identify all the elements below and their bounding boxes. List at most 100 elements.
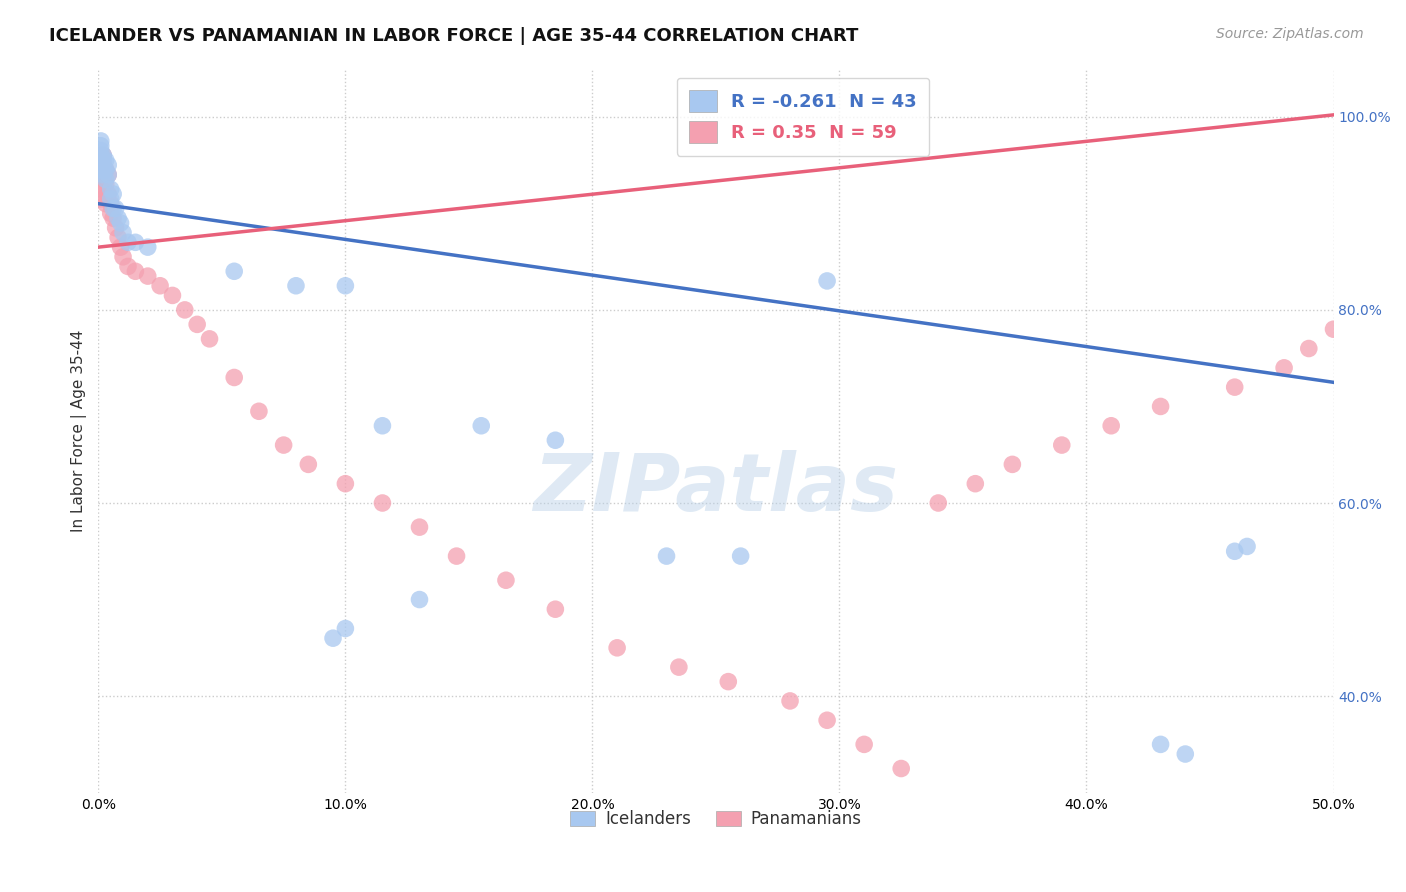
Point bbox=[371, 418, 394, 433]
Point bbox=[668, 660, 690, 674]
Point bbox=[101, 187, 124, 202]
Point bbox=[90, 153, 112, 168]
Point bbox=[90, 158, 112, 172]
Point bbox=[112, 226, 135, 240]
Point bbox=[117, 260, 139, 274]
Point bbox=[1322, 322, 1344, 336]
Point bbox=[1050, 438, 1073, 452]
Point bbox=[198, 332, 221, 346]
Point bbox=[94, 196, 117, 211]
Point bbox=[1174, 747, 1197, 761]
Point bbox=[247, 404, 270, 418]
Point bbox=[297, 458, 319, 472]
Point bbox=[1223, 380, 1246, 394]
Point bbox=[136, 269, 159, 284]
Text: Source: ZipAtlas.com: Source: ZipAtlas.com bbox=[1216, 27, 1364, 41]
Point bbox=[1001, 458, 1024, 472]
Point bbox=[90, 153, 112, 168]
Point bbox=[1272, 360, 1295, 375]
Point bbox=[110, 240, 132, 254]
Point bbox=[890, 762, 912, 776]
Point bbox=[90, 148, 112, 162]
Point bbox=[544, 434, 567, 448]
Point bbox=[90, 148, 112, 162]
Point bbox=[91, 148, 114, 162]
Point bbox=[495, 573, 517, 587]
Point bbox=[965, 476, 987, 491]
Point bbox=[90, 192, 112, 206]
Point bbox=[100, 196, 122, 211]
Point bbox=[90, 144, 112, 158]
Point bbox=[717, 674, 740, 689]
Point bbox=[94, 172, 117, 186]
Point bbox=[224, 264, 246, 278]
Point bbox=[408, 592, 430, 607]
Point bbox=[1298, 342, 1320, 356]
Point bbox=[94, 178, 117, 192]
Point bbox=[91, 187, 114, 202]
Point bbox=[1149, 400, 1171, 414]
Point bbox=[162, 288, 184, 302]
Point bbox=[91, 172, 114, 186]
Point bbox=[815, 713, 838, 727]
Point bbox=[94, 162, 117, 177]
Point bbox=[285, 278, 308, 293]
Point bbox=[779, 694, 801, 708]
Point bbox=[107, 211, 129, 226]
Point bbox=[1149, 738, 1171, 752]
Point bbox=[322, 631, 344, 645]
Point bbox=[97, 168, 120, 182]
Point bbox=[124, 235, 146, 250]
Point bbox=[90, 168, 112, 182]
Point bbox=[101, 211, 124, 226]
Point bbox=[1236, 540, 1258, 554]
Point bbox=[446, 549, 468, 563]
Point bbox=[97, 158, 120, 172]
Point bbox=[470, 418, 492, 433]
Point bbox=[100, 182, 122, 196]
Legend: Icelanders, Panamanians: Icelanders, Panamanians bbox=[564, 804, 869, 835]
Y-axis label: In Labor Force | Age 35-44: In Labor Force | Age 35-44 bbox=[72, 329, 87, 532]
Point bbox=[606, 640, 628, 655]
Point bbox=[90, 162, 112, 177]
Point bbox=[91, 148, 114, 162]
Point bbox=[91, 162, 114, 177]
Point bbox=[149, 278, 172, 293]
Point bbox=[371, 496, 394, 510]
Point bbox=[1099, 418, 1122, 433]
Text: ZIPatlas: ZIPatlas bbox=[533, 450, 898, 527]
Point bbox=[100, 192, 122, 206]
Point bbox=[91, 168, 114, 182]
Point bbox=[815, 274, 838, 288]
Point bbox=[91, 153, 114, 168]
Point bbox=[107, 230, 129, 244]
Point bbox=[101, 202, 124, 216]
Point bbox=[1223, 544, 1246, 558]
Point bbox=[730, 549, 752, 563]
Point bbox=[186, 318, 208, 332]
Point bbox=[110, 216, 132, 230]
Text: ICELANDER VS PANAMANIAN IN LABOR FORCE | AGE 35-44 CORRELATION CHART: ICELANDER VS PANAMANIAN IN LABOR FORCE |… bbox=[49, 27, 859, 45]
Point bbox=[90, 182, 112, 196]
Point bbox=[124, 264, 146, 278]
Point bbox=[173, 302, 195, 317]
Point bbox=[104, 220, 127, 235]
Point bbox=[408, 520, 430, 534]
Point bbox=[94, 162, 117, 177]
Point bbox=[90, 162, 112, 177]
Point bbox=[97, 187, 120, 202]
Point bbox=[1334, 120, 1357, 134]
Point bbox=[224, 370, 246, 384]
Point bbox=[90, 138, 112, 153]
Point bbox=[91, 158, 114, 172]
Point bbox=[335, 476, 357, 491]
Point bbox=[90, 134, 112, 148]
Point bbox=[117, 235, 139, 250]
Point bbox=[100, 206, 122, 220]
Point bbox=[97, 168, 120, 182]
Point bbox=[335, 278, 357, 293]
Point bbox=[927, 496, 949, 510]
Point bbox=[90, 172, 112, 186]
Point bbox=[104, 202, 127, 216]
Point bbox=[853, 738, 876, 752]
